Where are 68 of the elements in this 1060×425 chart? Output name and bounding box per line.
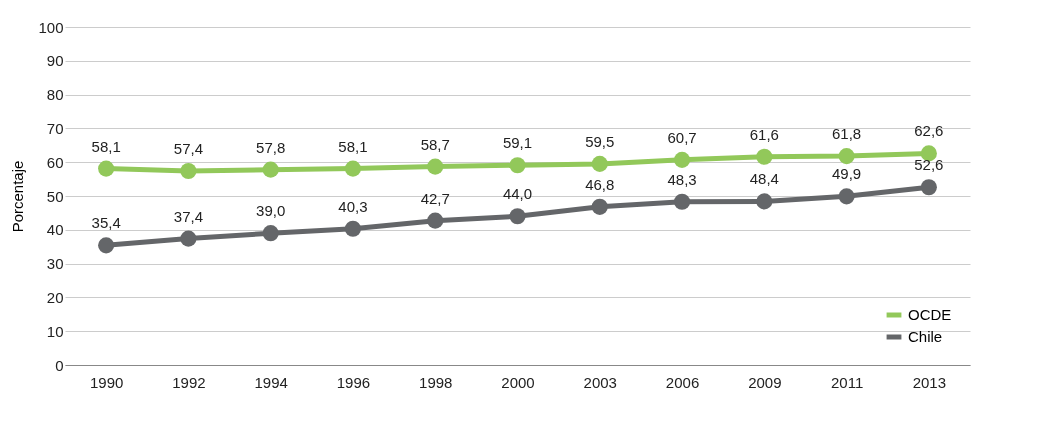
- data-label: 59,5: [585, 132, 615, 150]
- legend-label: OCDE: [908, 306, 952, 323]
- x-tick-label: 2000: [501, 373, 535, 391]
- point: [427, 158, 444, 175]
- y-tick-label: 20: [46, 288, 64, 306]
- data-label: 42,7: [420, 189, 450, 207]
- data-label: 52,6: [914, 156, 944, 174]
- legend-label: Chile: [908, 328, 943, 345]
- point: [509, 208, 526, 225]
- point: [98, 237, 115, 254]
- data-label: 57,4: [173, 139, 204, 157]
- x-tick-label: 2003: [583, 373, 617, 391]
- point: [591, 198, 608, 215]
- point: [344, 160, 362, 177]
- y-tick-label: 100: [38, 18, 64, 36]
- data-label: 60,7: [667, 128, 697, 146]
- data-label: 48,3: [667, 170, 697, 188]
- point: [838, 148, 855, 165]
- data-label: 37,4: [173, 207, 204, 225]
- data-label: 40,3: [338, 197, 368, 215]
- data-label: 48,4: [749, 170, 779, 188]
- point: [920, 179, 937, 196]
- data-label: 58,1: [91, 137, 121, 155]
- point: [180, 162, 197, 180]
- point: [262, 161, 279, 178]
- point: [673, 151, 691, 168]
- data-label: 61,8: [831, 125, 862, 143]
- data-label: 57,8: [256, 138, 286, 156]
- point: [673, 193, 691, 210]
- x-tick-label: 1998: [419, 373, 453, 391]
- data-label: 49,9: [831, 165, 862, 183]
- data-label: 46,8: [585, 175, 615, 193]
- x-tick-label: 2009: [748, 373, 782, 391]
- data-label: 35,4: [91, 214, 121, 232]
- data-label: 44,0: [502, 185, 533, 203]
- y-tick-label: 90: [46, 52, 64, 70]
- point: [344, 220, 362, 237]
- point: [98, 160, 115, 177]
- y-tick-label: 0: [55, 356, 64, 374]
- y-tick-label: 10: [46, 322, 64, 340]
- x-tick-label: 2013: [912, 373, 947, 391]
- point: [427, 212, 444, 229]
- data-label: 58,7: [420, 135, 450, 153]
- point: [180, 230, 197, 247]
- data-label: 59,1: [502, 134, 533, 152]
- point: [509, 157, 526, 174]
- y-axis-title: Porcentaje: [9, 160, 27, 233]
- point: [756, 148, 773, 165]
- x-tick-label: 1992: [172, 373, 206, 391]
- y-tick-label: 30: [46, 255, 64, 273]
- x-tick-label: 1996: [336, 373, 371, 391]
- data-label: 58,1: [338, 137, 368, 155]
- point: [262, 225, 279, 242]
- x-tick-label: 2006: [665, 373, 700, 391]
- point: [838, 188, 855, 205]
- x-tick-label: 1994: [254, 373, 288, 391]
- y-tick-label: 80: [46, 86, 64, 104]
- data-label: 61,6: [749, 125, 779, 143]
- y-tick-label: 40: [46, 221, 64, 239]
- data-label: 39,0: [256, 202, 286, 220]
- y-tick-label: 70: [46, 119, 64, 137]
- data-label: 62,6: [914, 122, 944, 140]
- x-tick-label: 1990: [89, 373, 124, 391]
- point: [756, 193, 773, 210]
- y-tick-label: 50: [46, 187, 64, 205]
- x-tick-label: 2011: [830, 373, 864, 391]
- y-tick-label: 60: [46, 153, 64, 171]
- point: [591, 155, 608, 172]
